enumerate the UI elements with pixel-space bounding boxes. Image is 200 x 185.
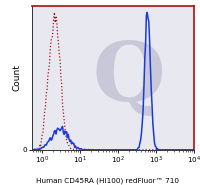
Text: Q: Q [93,38,166,118]
Y-axis label: Count: Count [12,64,21,91]
Text: Human CD45RA (HI100) redFluor™ 710: Human CD45RA (HI100) redFluor™ 710 [36,178,180,184]
